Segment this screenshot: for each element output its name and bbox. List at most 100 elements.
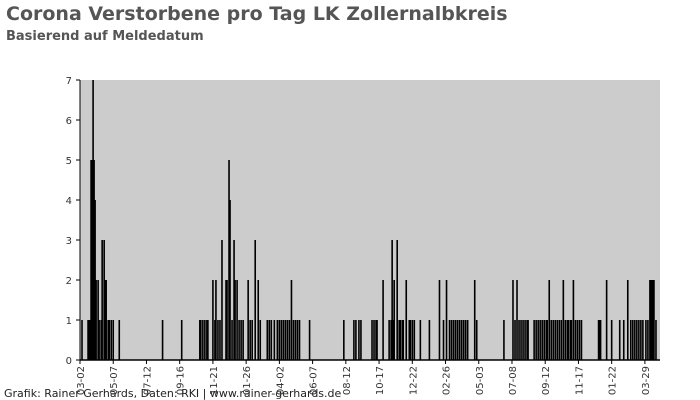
- bar: [90, 160, 92, 360]
- bar: [298, 320, 301, 360]
- x-tick-label: 04-02: [275, 366, 286, 395]
- bar: [448, 320, 451, 360]
- bar: [382, 280, 384, 360]
- bar: [228, 160, 230, 360]
- bar: [626, 280, 629, 360]
- bar: [622, 320, 625, 360]
- bar: [636, 320, 638, 360]
- bar: [108, 320, 111, 360]
- bar: [87, 320, 89, 360]
- bar: [554, 320, 557, 360]
- bar: [308, 320, 311, 360]
- bar: [214, 320, 216, 360]
- bar: [376, 320, 378, 360]
- bar: [217, 320, 219, 360]
- bar: [221, 240, 223, 360]
- bar: [642, 320, 644, 360]
- bar: [650, 280, 652, 360]
- bar: [564, 320, 567, 360]
- bar: [280, 320, 283, 360]
- x-tick-label: 01-22: [608, 366, 619, 395]
- bar: [238, 320, 240, 360]
- bar: [105, 280, 107, 360]
- bar: [556, 320, 559, 360]
- bar: [234, 280, 236, 360]
- bar: [574, 320, 577, 360]
- x-tick-label: 02-26: [442, 366, 453, 395]
- bar: [629, 320, 632, 360]
- bar: [257, 280, 260, 360]
- bar: [548, 280, 551, 360]
- bar: [462, 320, 465, 360]
- bar: [566, 320, 569, 360]
- bar: [286, 320, 289, 360]
- bar: [393, 280, 395, 360]
- bar: [537, 320, 539, 360]
- bar: [215, 280, 217, 360]
- bar: [202, 320, 204, 360]
- bar: [652, 280, 654, 360]
- bar: [292, 320, 295, 360]
- bar: [533, 320, 535, 360]
- bar: [266, 320, 269, 360]
- bar: [98, 320, 100, 360]
- bar: [539, 320, 541, 360]
- bar: [522, 320, 524, 360]
- bar: [597, 320, 600, 360]
- bar: [438, 280, 441, 360]
- bar: [599, 320, 602, 360]
- bar: [392, 320, 394, 360]
- bar: [546, 320, 549, 360]
- bar: [545, 320, 548, 360]
- bar: [632, 320, 634, 360]
- chart-title: Corona Verstorbene pro Tag LK Zollernalb…: [6, 3, 508, 25]
- bar: [270, 320, 273, 360]
- bar: [388, 320, 390, 360]
- bar: [200, 320, 202, 360]
- bar: [240, 320, 242, 360]
- bar: [233, 240, 235, 360]
- bar: [212, 280, 214, 360]
- bar: [95, 280, 97, 360]
- bar: [578, 320, 581, 360]
- bar: [97, 280, 99, 360]
- bar: [236, 280, 238, 360]
- bar: [89, 320, 91, 360]
- bar: [94, 200, 96, 360]
- bar: [247, 280, 249, 360]
- bar: [101, 240, 103, 360]
- x-tick-label: 03-29: [641, 366, 652, 395]
- x-tick-label: 10-17: [375, 366, 386, 395]
- y-tick-label: 7: [66, 76, 72, 87]
- bar: [570, 320, 573, 360]
- bar: [225, 280, 227, 360]
- bar: [535, 320, 537, 360]
- bar: [371, 320, 373, 360]
- bar: [419, 320, 422, 360]
- bar: [390, 320, 392, 360]
- bar: [442, 320, 445, 360]
- bar: [409, 320, 412, 360]
- bar: [456, 320, 459, 360]
- bar: [552, 320, 555, 360]
- x-tick-label: 11-17: [574, 366, 585, 395]
- bar: [343, 320, 345, 360]
- y-tick-label: 2: [66, 276, 72, 287]
- bar: [207, 320, 209, 360]
- bar: [360, 320, 362, 360]
- bar: [560, 320, 563, 360]
- bar: [454, 320, 457, 360]
- bar: [634, 320, 636, 360]
- bar: [391, 240, 393, 360]
- bar: [598, 320, 601, 360]
- bar: [375, 320, 377, 360]
- y-tick-label: 3: [66, 236, 72, 247]
- bar: [294, 320, 297, 360]
- x-tick-label: 12-22: [408, 366, 419, 395]
- bar: [288, 320, 291, 360]
- bar: [226, 280, 228, 360]
- bar: [161, 320, 164, 360]
- bar: [466, 320, 469, 360]
- bar: [399, 320, 402, 360]
- bar: [276, 320, 279, 360]
